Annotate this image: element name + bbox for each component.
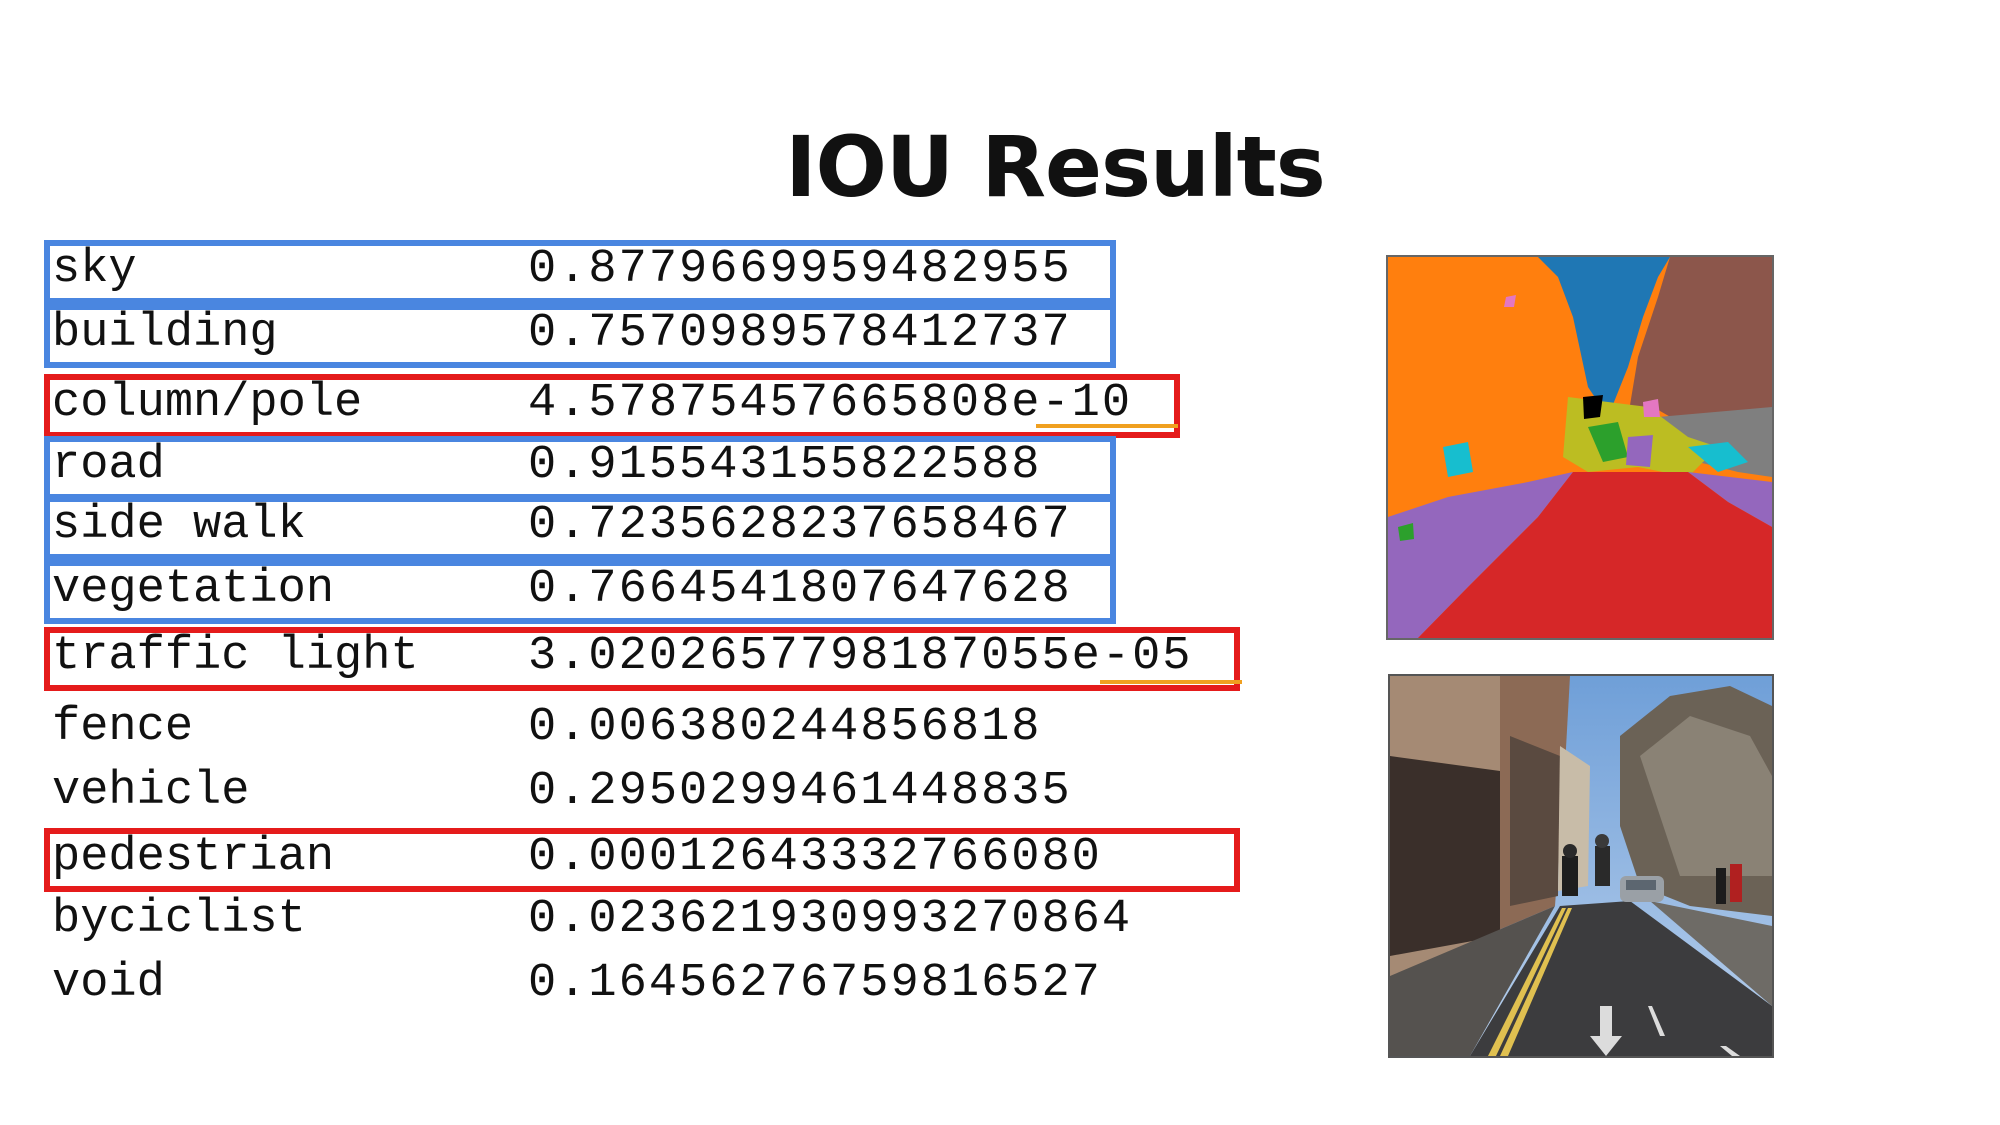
row-label: byciclist [52,893,306,946]
street-photo-image [1390,676,1772,1056]
segmentation-map-image [1388,257,1772,638]
row-value: 0.7570989578412737 [528,307,1072,360]
row-value: 4.57875457665808e-10 [528,377,1133,430]
row-value: 3.0202657798187055e-05 [528,630,1193,683]
row-value: 0.023621930993270864 [528,893,1133,946]
row-value: 0.8779669959482955 [528,243,1072,296]
page-title: IOU Results [785,118,1326,216]
table-row-building: building 0.7570989578412737 [44,304,1116,368]
row-value: 0.00012643332766080 [528,831,1102,884]
row-label: vehicle [52,765,250,818]
row-label: sky [52,243,137,296]
segmentation-map [1386,255,1774,640]
row-label: side walk [52,499,306,552]
table-row-sky: sky 0.8779669959482955 [44,240,1116,304]
row-label: vegetation [52,563,335,616]
row-value: 0.2950299461448835 [528,765,1072,818]
row-value: 0.7664541807647628 [528,563,1072,616]
row-value: 0.915543155822588 [528,439,1042,492]
row-value: 0.16456276759816527 [528,957,1102,1010]
row-value: 0.006380244856818 [528,701,1042,754]
table-row-traffic-light: traffic light 3.0202657798187055e-05 [44,627,1240,691]
table-row-side-walk: side walk 0.7235628237658467 [44,496,1116,560]
table-row-road: road 0.915543155822588 [44,436,1116,500]
row-label: building [52,307,278,360]
table-row-void: void 0.16456276759816527 [44,954,1240,1018]
exponent-underline [1100,680,1242,684]
row-label: void [52,957,165,1010]
table-row-byciclist: byciclist 0.023621930993270864 [44,890,1240,954]
row-value: 0.7235628237658467 [528,499,1072,552]
row-label: fence [52,701,194,754]
row-label: column/pole [52,377,363,430]
table-row-column-pole: column/pole 4.57875457665808e-10 [44,374,1180,438]
table-row-fence: fence 0.006380244856818 [44,698,1240,762]
row-label: traffic light [52,630,419,683]
street-photo [1388,674,1774,1058]
iou-table: sky 0.8779669959482955 building 0.757098… [44,240,1242,1018]
table-row-vegetation: vegetation 0.7664541807647628 [44,560,1116,624]
table-row-pedestrian: pedestrian 0.00012643332766080 [44,828,1240,892]
table-row-vehicle: vehicle 0.2950299461448835 [44,762,1240,826]
row-label: pedestrian [52,831,335,884]
exponent-underline [1036,424,1178,428]
row-label: road [52,439,165,492]
